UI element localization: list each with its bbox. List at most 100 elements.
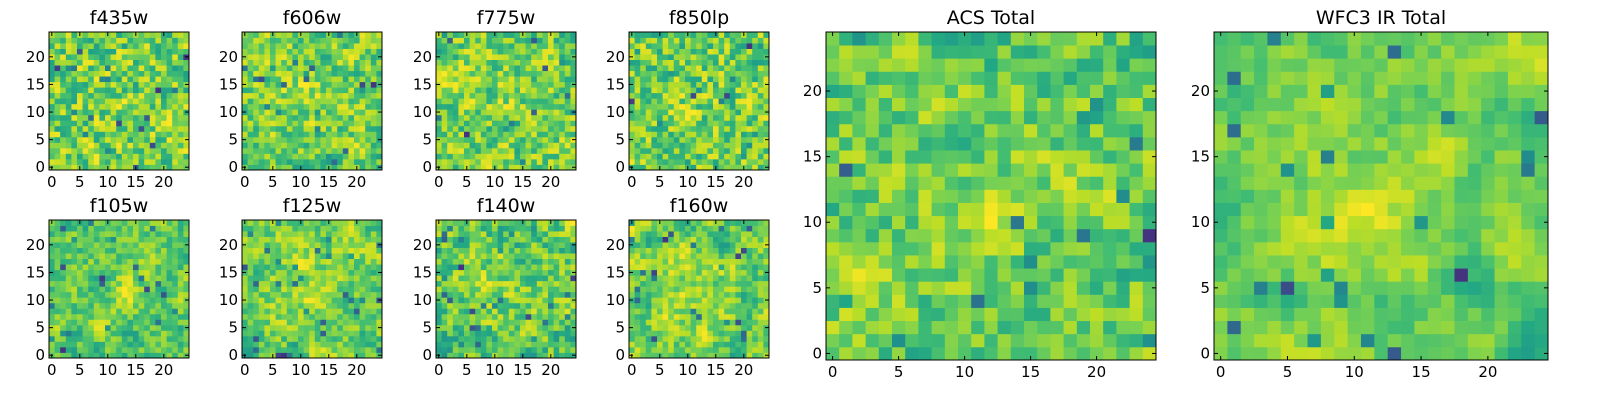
heatmap-cell [662,120,669,127]
heatmap-cell [342,59,349,66]
heatmap-cell [657,341,663,348]
heatmap-cell [729,92,736,99]
heatmap-cell [447,247,454,254]
heatmap-cell [149,286,156,293]
heatmap-cell [634,76,641,83]
heatmap-cell [149,153,156,160]
heatmap-cell [662,352,669,359]
heatmap-cell [564,247,571,254]
heatmap-cell [161,70,167,77]
heatmap-cell [365,76,372,83]
heatmap-cell [71,142,78,149]
y-tick-label: 20 [219,236,238,254]
heatmap-cell [247,280,254,287]
heatmap-cell [480,253,487,260]
heatmap-cell [298,313,304,320]
heatmap-cell [746,65,753,72]
heatmap-cell [49,253,55,260]
heatmap-cell [503,313,510,320]
x-tick-label: 10 [291,361,310,379]
heatmap-cell [110,352,117,359]
heatmap-cell [480,264,487,271]
heatmap-cell [177,43,184,49]
heatmap-cell [458,275,465,282]
heatmap-cell [564,59,571,66]
heatmap-cell [441,142,448,149]
heatmap-cell [54,264,61,271]
heatmap-cell [281,147,288,154]
heatmap-cell [247,136,254,143]
heatmap-cell [464,70,470,77]
heatmap-cell [161,65,167,72]
heatmap-cell [469,120,476,127]
heatmap-cell [292,352,299,359]
heatmap-cell [553,158,560,165]
heatmap-cell [354,269,360,276]
heatmap-cell [741,142,747,149]
heatmap-cell [752,352,759,359]
heatmap-cell [370,308,377,315]
heatmap-cell [514,120,521,127]
heatmap-cell [520,131,526,138]
heatmap-cell [458,258,465,265]
heatmap-cell [320,109,327,116]
heatmap-cell [242,308,248,315]
heatmap-cell [258,70,265,77]
heatmap-cell [673,76,680,83]
heatmap-cell [570,114,577,121]
heatmap-cell [60,131,67,138]
heatmap-cell [542,352,549,359]
heatmap-cell [138,286,145,293]
heatmap-cell [696,341,703,348]
heatmap-cell [144,324,151,331]
heatmap-cell [127,302,134,309]
heatmap-cell [264,280,271,287]
heatmap-cell [77,269,83,276]
heatmap-cell [166,220,173,226]
heatmap-cell [651,286,658,293]
heatmap-cell [458,120,465,127]
heatmap-cell [436,70,442,77]
heatmap-cell [82,258,89,265]
heatmap-cell [436,43,442,49]
heatmap-cell [275,297,282,304]
heatmap-cell [183,308,190,315]
heatmap-cell [138,54,145,60]
heatmap-cell [348,275,355,282]
heatmap-cell [629,335,635,342]
heatmap-cell [447,335,454,342]
heatmap-cell [65,92,72,99]
heatmap-cell [564,253,571,260]
heatmap-cell [645,81,652,88]
heatmap-cell [342,264,349,271]
heatmap-cell [452,297,459,304]
heatmap-cell [553,225,560,232]
heatmap-cell [166,70,173,77]
heatmap-cell [436,153,442,160]
heatmap-cell [441,81,448,88]
heatmap-cell [309,286,316,293]
heatmap-cell [292,87,299,94]
heatmap-cell [553,324,560,331]
heatmap-cell [553,258,560,265]
heatmap-cell [116,220,123,226]
heatmap-cell [469,308,476,315]
heatmap-cell [138,92,145,99]
heatmap-cell [542,125,549,132]
heatmap-cell [144,32,151,38]
heatmap-cell [258,335,265,342]
heatmap-cell [492,335,498,342]
heatmap-cell [458,247,465,254]
heatmap-cell [508,231,515,237]
heatmap-cell [121,59,128,66]
heatmap-cell [105,330,111,337]
y-tick-label: 10 [219,103,238,121]
heatmap-cell [183,103,190,110]
heatmap-cell [645,297,652,304]
heatmap-cell [542,242,549,248]
heatmap-cell [536,313,543,320]
heatmap-cell [679,341,686,348]
heatmap-cell [662,37,669,44]
heatmap-cell [570,59,577,66]
heatmap-cell [138,346,145,353]
